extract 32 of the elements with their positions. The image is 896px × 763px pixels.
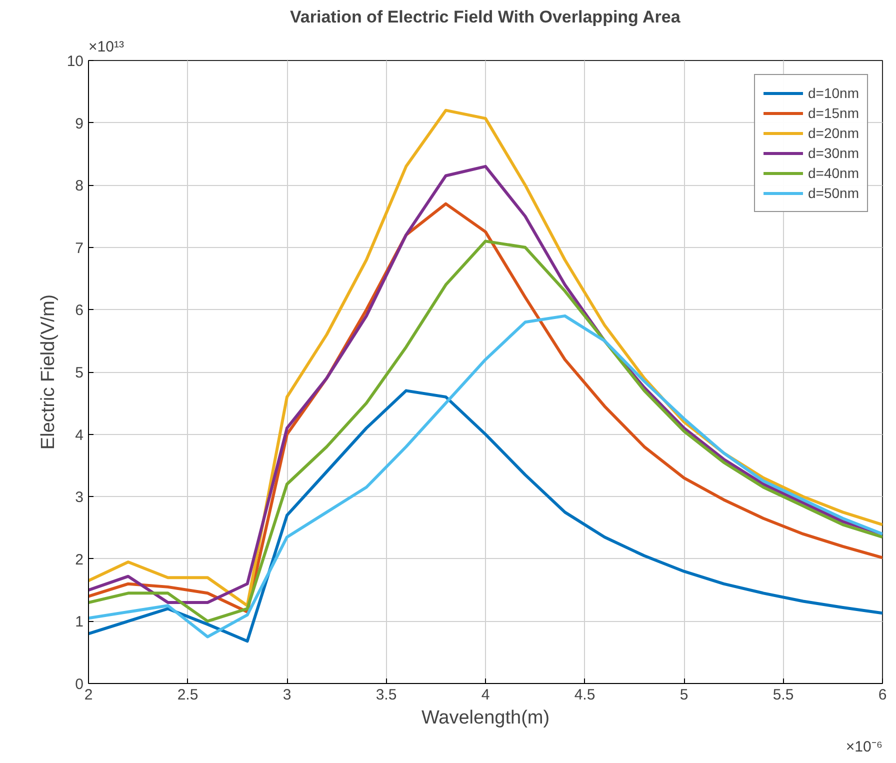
line-series <box>88 389 882 643</box>
legend-label: d=10nm <box>808 85 859 101</box>
y-tick-label: 6 <box>75 302 84 320</box>
legend-label: d=30nm <box>808 145 859 161</box>
y-tick-label: 7 <box>75 240 84 257</box>
x-tick-label: 5 <box>680 686 688 704</box>
x-tick-label: 5.5 <box>772 686 794 704</box>
legend-label: d=20nm <box>808 125 859 141</box>
y-tick-label: 1 <box>75 614 84 631</box>
y-axis-title: Electric Field(V/m) <box>38 294 59 450</box>
x-tick-label: 4 <box>481 686 490 704</box>
y-tick-label: 10 <box>66 53 84 70</box>
x-tick-label: 3 <box>282 686 292 704</box>
y-tick-label: 0 <box>75 676 84 693</box>
text: ×10⁻⁶ <box>846 738 883 756</box>
line-series <box>88 314 882 638</box>
y-tick-label: 2 <box>75 551 84 568</box>
text: ×10¹³ <box>88 38 124 56</box>
y-tick-label: 9 <box>75 115 84 132</box>
legend-label: d=40nm <box>808 165 859 181</box>
y-tick-label: 4 <box>75 426 84 444</box>
y-tick-label: 3 <box>75 489 84 506</box>
legend-label: d=15nm <box>808 105 859 121</box>
x-tick-label: 2.5 <box>177 686 198 704</box>
x-tick-label: 4.5 <box>574 686 596 704</box>
x-tick-label: 3.5 <box>376 686 397 704</box>
chart-title: Variation of Electric Field With Overlapping Area <box>290 8 681 26</box>
y-tick-label: 5 <box>75 364 84 382</box>
x-tick-label: 6 <box>878 686 887 704</box>
y-tick-label: 8 <box>75 178 84 195</box>
x-axis-title: Wavelength(m) <box>421 708 550 728</box>
legend-label: d=50nm <box>808 185 859 201</box>
